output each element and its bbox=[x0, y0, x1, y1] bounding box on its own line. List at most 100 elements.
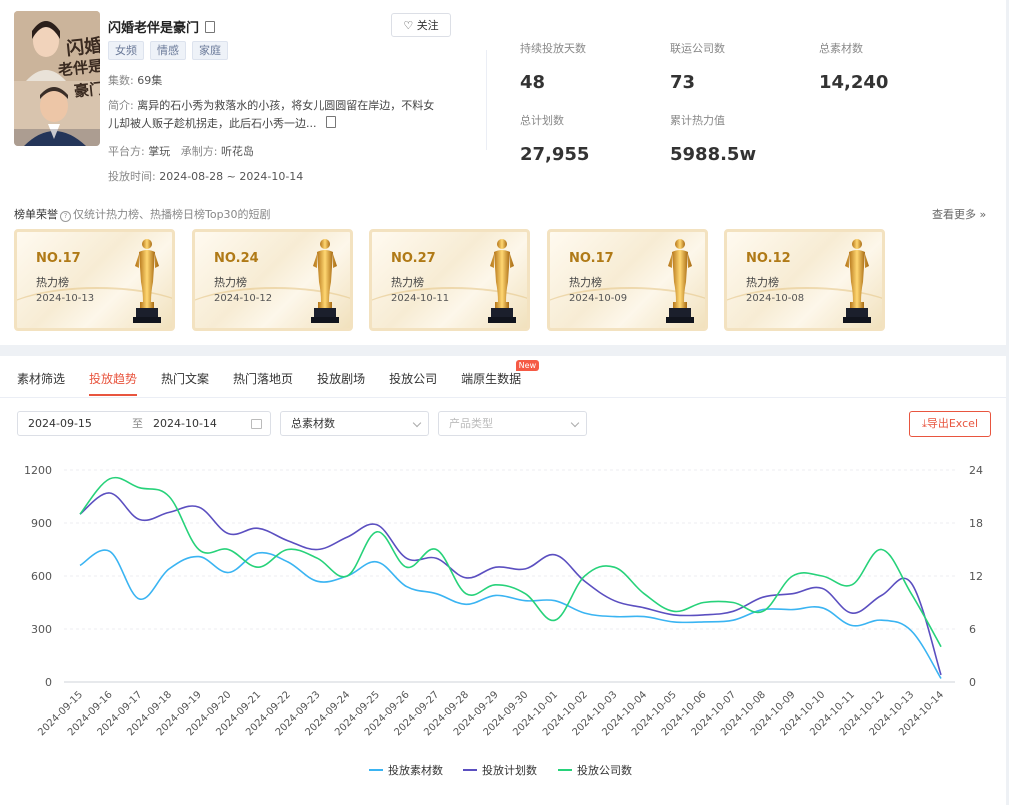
card-decoration bbox=[372, 287, 527, 328]
y-left-tick-label: 300 bbox=[31, 623, 52, 636]
metric-value: 总素材数 bbox=[291, 417, 335, 430]
y-right-tick-label: 24 bbox=[969, 464, 983, 477]
honor-board: 热力榜 bbox=[36, 276, 69, 289]
series-line bbox=[79, 476, 942, 648]
description-label: 简介: bbox=[108, 99, 134, 112]
tab-trend[interactable]: 投放趋势 bbox=[89, 370, 138, 396]
y-right-tick-label: 0 bbox=[969, 676, 976, 689]
divider bbox=[486, 50, 487, 150]
honor-date: 2024-10-13 bbox=[36, 293, 95, 304]
honor-board: 热力榜 bbox=[746, 276, 779, 289]
legend-swatch bbox=[369, 769, 383, 771]
analysis-card: 素材筛选 投放趋势 热门文案 热门落地页 投放剧场 投放公司 端原生数据 New … bbox=[0, 356, 1006, 805]
date-end[interactable]: 2024-10-14 bbox=[153, 417, 217, 430]
honor-card[interactable]: NO.17 热力榜 2024-10-09 bbox=[547, 229, 708, 331]
trophy-icon bbox=[488, 239, 516, 323]
episodes-label: 集数: bbox=[108, 74, 134, 87]
date-separator: 至 bbox=[132, 417, 143, 430]
legend-item-plan[interactable]: 投放计划数 bbox=[463, 762, 537, 778]
tab-label: 端原生数据 bbox=[461, 372, 522, 386]
legend-label: 投放素材数 bbox=[388, 764, 443, 777]
card-decoration bbox=[195, 287, 350, 328]
genre-tag[interactable]: 情感 bbox=[150, 41, 186, 60]
honors-header: 榜单荣誉? 仅统计热力榜、热播榜日榜Top30的短剧 bbox=[14, 206, 271, 222]
stat-label: 联运公司数 bbox=[670, 42, 725, 55]
tab-landing-page[interactable]: 热门落地页 bbox=[233, 370, 293, 396]
trophy-icon bbox=[843, 239, 871, 323]
stat-value: 5988.5w bbox=[670, 144, 757, 165]
tab-label: 热门文案 bbox=[161, 372, 210, 386]
trophy-icon bbox=[133, 239, 161, 323]
honor-board: 热力榜 bbox=[391, 276, 424, 289]
date-range-picker[interactable]: 2024-09-15 至 2024-10-14 bbox=[17, 411, 271, 436]
honor-date: 2024-10-08 bbox=[746, 293, 805, 304]
episodes-row: 集数: 69集 bbox=[108, 72, 162, 88]
tab-native-data[interactable]: 端原生数据 New bbox=[461, 360, 540, 396]
genre-tag[interactable]: 家庭 bbox=[192, 41, 228, 60]
heart-icon: ♡ bbox=[403, 19, 414, 32]
copy-icon[interactable] bbox=[205, 21, 216, 33]
stat-label: 持续投放天数 bbox=[520, 42, 586, 55]
export-excel-button[interactable]: ⤓导出Excel bbox=[909, 411, 991, 437]
drama-tags: 女频 情感 家庭 bbox=[108, 41, 228, 60]
metric-select[interactable]: 总素材数 bbox=[280, 411, 429, 436]
tab-label: 投放剧场 bbox=[317, 372, 366, 386]
tab-material-filter[interactable]: 素材筛选 bbox=[17, 370, 65, 396]
follow-button[interactable]: ♡ 关注 bbox=[391, 13, 451, 37]
legend-item-material[interactable]: 投放素材数 bbox=[369, 762, 443, 778]
stat-label: 累计热力值 bbox=[670, 114, 725, 127]
y-right-tick-label: 18 bbox=[969, 517, 983, 530]
platform-label: 平台方: bbox=[108, 145, 145, 158]
tab-hot-copy[interactable]: 热门文案 bbox=[161, 370, 209, 396]
product-type-select[interactable]: 产品类型 bbox=[438, 411, 587, 436]
honor-rank: NO.12 bbox=[746, 251, 791, 266]
y-right-tick-label: 6 bbox=[969, 623, 976, 636]
series-line bbox=[79, 549, 942, 679]
legend-item-company[interactable]: 投放公司数 bbox=[558, 762, 632, 778]
stat-label: 总计划数 bbox=[520, 114, 564, 127]
honor-rank: NO.17 bbox=[36, 251, 81, 266]
tab-label: 素材筛选 bbox=[17, 372, 66, 386]
description: 简介: 离异的石小秀为救落水的小孩，将女儿圆圆留在岸边，不料女儿却被人贩子趁机拐… bbox=[108, 97, 438, 133]
drama-title[interactable]: 闪婚老伴是豪门 bbox=[108, 21, 200, 36]
trophy-icon bbox=[311, 239, 339, 323]
copy-icon[interactable] bbox=[326, 116, 336, 128]
see-more-link[interactable]: 查看更多 » bbox=[932, 206, 986, 222]
question-icon[interactable]: ? bbox=[60, 211, 71, 222]
see-more-label: 查看更多 bbox=[932, 208, 976, 221]
producer-label: 承制方: bbox=[180, 145, 218, 158]
honor-card[interactable]: NO.24 热力榜 2024-10-12 bbox=[192, 229, 353, 331]
honor-card[interactable]: NO.27 热力榜 2024-10-11 bbox=[369, 229, 530, 331]
period-row: 投放时间: 2024-08-28 ~ 2024-10-14 bbox=[108, 168, 303, 184]
stat-heat: 累计热力值 5988.5w bbox=[670, 112, 756, 165]
tab-theater[interactable]: 投放剧场 bbox=[317, 370, 365, 396]
tab-label: 投放趋势 bbox=[89, 372, 138, 386]
tab-label: 投放公司 bbox=[389, 372, 438, 386]
genre-tag[interactable]: 女频 bbox=[108, 41, 144, 60]
honor-rank: NO.24 bbox=[214, 251, 259, 266]
new-badge: New bbox=[515, 360, 540, 371]
honor-card[interactable]: NO.17 热力榜 2024-10-13 bbox=[14, 229, 175, 331]
honor-board: 热力榜 bbox=[569, 276, 602, 289]
stat-companies: 联运公司数 73 bbox=[670, 40, 725, 93]
honor-date: 2024-10-12 bbox=[214, 293, 273, 304]
drama-poster[interactable]: 闪婚 老伴是 豪门 bbox=[14, 11, 100, 146]
drama-info-card: 闪婚 老伴是 豪门 闪婚老伴是豪门 ♡ 关注 女频 情感 家庭 集数: 69集 … bbox=[0, 0, 1006, 345]
stat-days: 持续投放天数 48 bbox=[520, 40, 586, 93]
producer-value: 听花岛 bbox=[220, 145, 254, 158]
honor-rank: NO.17 bbox=[569, 251, 614, 266]
y-right-tick-label: 12 bbox=[969, 570, 983, 583]
honors-title: 榜单荣誉 bbox=[14, 208, 58, 221]
date-start[interactable]: 2024-09-15 bbox=[28, 417, 92, 430]
episodes-value: 69集 bbox=[137, 74, 163, 87]
tab-company[interactable]: 投放公司 bbox=[389, 370, 437, 396]
follow-label: 关注 bbox=[416, 19, 439, 32]
honor-card[interactable]: NO.12 热力榜 2024-10-08 bbox=[724, 229, 885, 331]
honor-date: 2024-10-09 bbox=[569, 293, 628, 304]
stat-plans: 总计划数 27,955 bbox=[520, 112, 589, 165]
legend-label: 投放公司数 bbox=[577, 764, 632, 777]
honor-board: 热力榜 bbox=[214, 276, 247, 289]
period-value: 2024-08-28 ~ 2024-10-14 bbox=[159, 170, 304, 183]
legend-swatch bbox=[463, 769, 477, 771]
